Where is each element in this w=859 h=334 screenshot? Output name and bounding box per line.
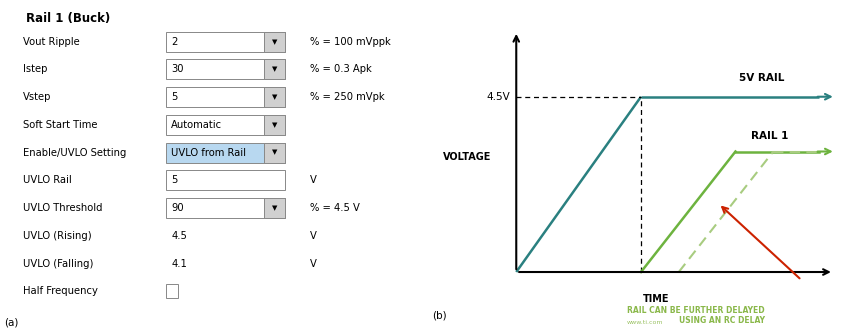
Text: 5: 5 bbox=[171, 92, 178, 102]
Text: USING AN RC DELAY: USING AN RC DELAY bbox=[679, 316, 765, 325]
Text: Half Frequency: Half Frequency bbox=[23, 286, 98, 296]
Text: 5: 5 bbox=[171, 175, 178, 185]
Text: 5V RAIL: 5V RAIL bbox=[740, 73, 784, 83]
Bar bbox=[265, 115, 285, 135]
Bar bbox=[166, 87, 285, 107]
Text: (b): (b) bbox=[432, 311, 447, 321]
Text: www.ti.com: www.ti.com bbox=[627, 320, 663, 325]
Text: 2: 2 bbox=[171, 37, 178, 47]
Text: UVLO Threshold: UVLO Threshold bbox=[23, 203, 103, 213]
Text: 4.5V: 4.5V bbox=[487, 92, 510, 102]
Text: 90: 90 bbox=[171, 203, 184, 213]
Text: VOLTAGE: VOLTAGE bbox=[443, 152, 491, 162]
Text: Automatic: Automatic bbox=[171, 120, 222, 130]
Text: V: V bbox=[310, 231, 317, 241]
Text: (a): (a) bbox=[4, 318, 19, 328]
Text: ▼: ▼ bbox=[272, 122, 277, 128]
Bar bbox=[166, 115, 285, 135]
Text: Soft Start Time: Soft Start Time bbox=[23, 120, 98, 130]
Text: ▼: ▼ bbox=[272, 205, 277, 211]
Bar bbox=[265, 198, 285, 218]
Text: UVLO (Falling): UVLO (Falling) bbox=[23, 259, 94, 269]
Text: Vstep: Vstep bbox=[23, 92, 52, 102]
Bar bbox=[166, 284, 178, 298]
Bar bbox=[166, 143, 285, 163]
Text: UVLO (Rising): UVLO (Rising) bbox=[23, 231, 92, 241]
Text: 30: 30 bbox=[171, 64, 184, 74]
Text: ▼: ▼ bbox=[272, 39, 277, 45]
Text: Rail 1 (Buck): Rail 1 (Buck) bbox=[26, 12, 110, 25]
Text: RAIL 1: RAIL 1 bbox=[751, 131, 789, 141]
Bar bbox=[166, 170, 285, 190]
Text: % = 100 mVppk: % = 100 mVppk bbox=[310, 37, 391, 47]
Bar bbox=[265, 59, 285, 79]
Text: V: V bbox=[310, 175, 317, 185]
Text: UVLO Rail: UVLO Rail bbox=[23, 175, 72, 185]
Bar bbox=[265, 143, 285, 163]
Text: % = 250 mVpk: % = 250 mVpk bbox=[310, 92, 385, 102]
Text: UVLO from Rail: UVLO from Rail bbox=[171, 148, 247, 158]
Bar bbox=[265, 32, 285, 52]
Text: ▼: ▼ bbox=[272, 94, 277, 100]
Text: Enable/UVLO Setting: Enable/UVLO Setting bbox=[23, 148, 127, 158]
Text: TIME: TIME bbox=[643, 294, 669, 304]
Text: % = 0.3 Apk: % = 0.3 Apk bbox=[310, 64, 372, 74]
Text: % = 4.5 V: % = 4.5 V bbox=[310, 203, 360, 213]
Bar bbox=[166, 59, 285, 79]
Bar bbox=[166, 32, 285, 52]
Text: Vout Ripple: Vout Ripple bbox=[23, 37, 80, 47]
Text: ▼: ▼ bbox=[272, 66, 277, 72]
Text: V: V bbox=[310, 259, 317, 269]
Text: ▼: ▼ bbox=[272, 150, 277, 156]
Text: Istep: Istep bbox=[23, 64, 48, 74]
Bar bbox=[265, 87, 285, 107]
Bar bbox=[166, 198, 285, 218]
Text: 4.1: 4.1 bbox=[171, 259, 187, 269]
Text: RAIL CAN BE FURTHER DELAYED: RAIL CAN BE FURTHER DELAYED bbox=[627, 306, 765, 315]
Text: 4.5: 4.5 bbox=[171, 231, 187, 241]
